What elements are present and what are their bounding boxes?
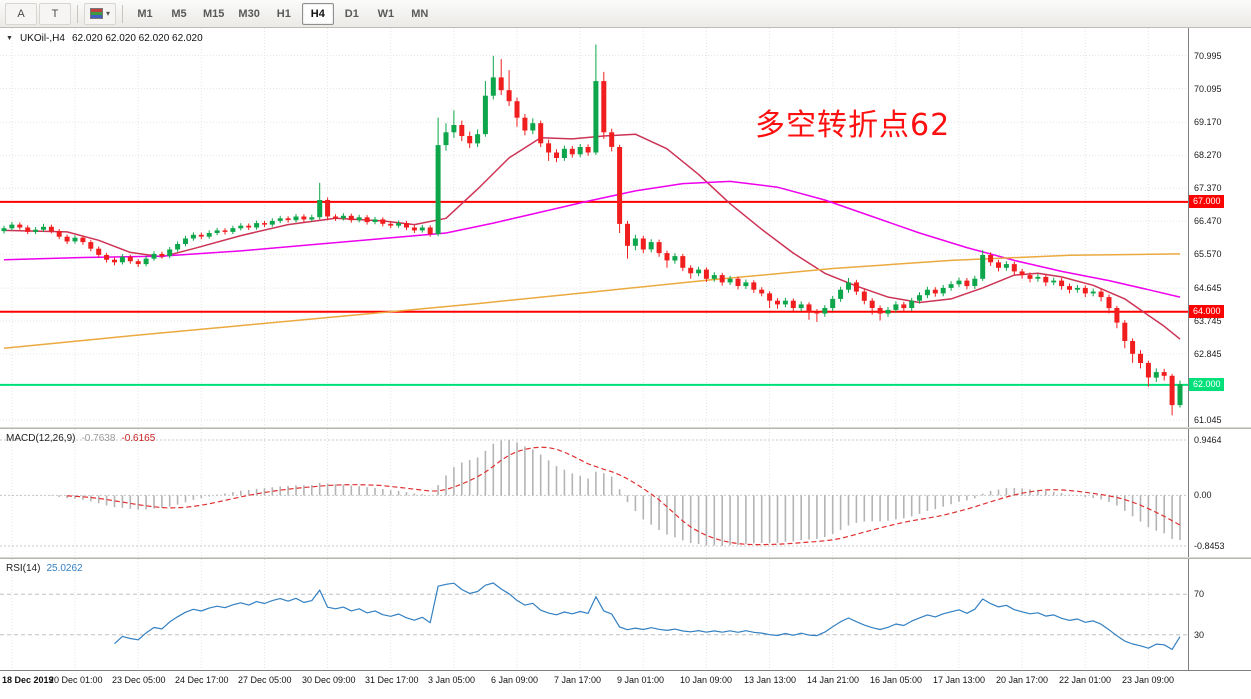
time-tick-label: 7 Jan 17:00 [554, 675, 602, 685]
time-tick-label: 3 Jan 05:00 [428, 675, 476, 685]
time-axis[interactable]: 18 Dec 2019 20 Dec 01:00 23 Dec 05:00 24 De… [0, 670, 1251, 699]
macd-axis[interactable]: 0.9464 0.00 -0.8453 [1188, 429, 1251, 557]
toolbar-separator [122, 4, 124, 23]
timeframe-button-d1[interactable]: D1 [344, 7, 359, 20]
time-tick-label: 23 Jan 09:00 [1122, 675, 1175, 685]
toolbar-separator [77, 4, 78, 23]
macd-signal-value: -0.6165 [121, 433, 156, 444]
price-chart-panel[interactable]: ▼ UKOil-,H4 62.020 62.020 62.020 62.020 … [0, 28, 1188, 427]
timeframe-button-m1[interactable]: M1 [137, 7, 153, 20]
macd-signal-line [67, 446, 1181, 546]
chart-marker-icon: ▼ [6, 35, 13, 42]
text-tool-button[interactable]: T [39, 2, 71, 25]
panel-splitter[interactable] [0, 427, 1251, 430]
time-tick-label: 14 Jan 21:00 [807, 675, 860, 685]
mid-ma-line [3, 180, 1181, 298]
time-tick-label: 17 Jan 13:00 [933, 675, 986, 685]
timeframe-button-m15[interactable]: M15 [203, 7, 225, 20]
time-tick-label: 13 Jan 13:00 [744, 675, 797, 685]
chart-symbol-label: UKOil-,H4 [19, 33, 65, 44]
price-tick-label: 61.045 [1194, 415, 1222, 425]
rsi-level-label: 70 [1194, 589, 1205, 599]
macd-label: MACD(12,26,9) -0.7638 -0.6165 [6, 433, 155, 444]
timeframe-button-mn[interactable]: MN [411, 7, 429, 20]
price-tick-label: 70.995 [1194, 51, 1222, 61]
time-tick-label: 9 Jan 01:00 [617, 675, 665, 685]
fast-ma-line [3, 133, 1181, 340]
time-tick-label: 31 Dec 17:00 [365, 675, 419, 685]
price-tick-label: 66.470 [1194, 216, 1222, 226]
rsi-axis[interactable]: 70 30 [1188, 559, 1251, 670]
timeframe-button-m30[interactable]: M30 [238, 7, 260, 20]
panel-splitter[interactable] [0, 557, 1251, 560]
time-tick-label: 22 Jan 01:00 [1059, 675, 1112, 685]
time-tick-label: 30 Dec 09:00 [302, 675, 356, 685]
time-tick-label: 18 Dec 2019 [2, 675, 54, 685]
rsi-level-label: 30 [1194, 630, 1205, 640]
rsi-name: RSI(14) [6, 563, 41, 574]
time-tick-label: 10 Jan 09:00 [680, 675, 733, 685]
level-price-label: 64.000 [1189, 305, 1224, 318]
price-axis[interactable]: 70.995 70.095 69.170 68.270 67.370 66.470 65.5… [1188, 28, 1251, 427]
layers-icon [90, 8, 103, 19]
price-tick-label: 62.845 [1194, 349, 1222, 359]
chevron-down-icon: ▾ [106, 9, 111, 18]
slow-ma-line [3, 253, 1181, 350]
rsi-label: RSI(14) 25.0262 [6, 563, 83, 574]
price-tick-label: 67.370 [1194, 183, 1222, 193]
time-tick-label: 16 Jan 05:00 [870, 675, 923, 685]
time-tick-label: 24 Dec 17:00 [175, 675, 229, 685]
price-tick-label: 70.095 [1194, 84, 1222, 94]
chart-quotes-label: 62.020 62.020 62.020 62.020 [71, 33, 203, 44]
price-chart[interactable] [0, 28, 1188, 427]
toolbar: A T ▾ M1 M5 M15 M30 H1 H4 D1 W1 MN [0, 0, 1251, 28]
macd-value: -0.7638 [81, 433, 116, 444]
rsi-line [114, 582, 1181, 650]
chart-title: ▼ UKOil-,H4 62.020 62.020 62.020 62.020 [6, 33, 203, 44]
macd-axis-zero: 0.00 [1194, 490, 1212, 500]
time-tick-label: 6 Jan 09:00 [491, 675, 539, 685]
level-price-label: 67.000 [1189, 195, 1224, 208]
macd-name: MACD(12,26,9) [6, 433, 76, 444]
price-tick-label: 68.270 [1194, 150, 1222, 160]
time-tick-label: 20 Dec 01:00 [49, 675, 103, 685]
price-tick-label: 69.170 [1194, 117, 1222, 127]
price-tick-label: 65.570 [1194, 249, 1222, 259]
timeframe-button-w1[interactable]: W1 [377, 7, 395, 20]
macd-panel[interactable]: MACD(12,26,9) -0.7638 -0.6165 [0, 429, 1188, 557]
timeframe-button-m5[interactable]: M5 [171, 7, 187, 20]
time-tick-label: 27 Dec 05:00 [238, 675, 292, 685]
timeframe-group: M1 M5 M15 M30 H1 H4 D1 W1 MN [129, 2, 436, 25]
price-tick-label: 64.645 [1194, 283, 1222, 293]
timeframe-button-h1[interactable]: H1 [276, 7, 291, 20]
time-tick-label: 20 Jan 17:00 [996, 675, 1049, 685]
macd-axis-min: -0.8453 [1194, 541, 1225, 551]
chart-annotation[interactable]: 多空转折点62 [755, 108, 951, 143]
arrow-tool-button[interactable]: A [5, 2, 37, 25]
timeframe-button-h4[interactable]: H4 [301, 2, 334, 25]
time-tick-label: 23 Dec 05:00 [112, 675, 166, 685]
level-price-label: 62.000 [1189, 378, 1224, 391]
macd-axis-max: 0.9464 [1194, 435, 1222, 445]
rsi-chart[interactable] [0, 559, 1188, 670]
macd-chart[interactable] [0, 429, 1188, 557]
rsi-panel[interactable]: RSI(14) 25.0262 [0, 559, 1188, 670]
rsi-value: 25.0262 [46, 563, 83, 574]
chart-style-dropdown[interactable]: ▾ [84, 2, 117, 25]
price-tick-label: 63.745 [1194, 316, 1222, 326]
